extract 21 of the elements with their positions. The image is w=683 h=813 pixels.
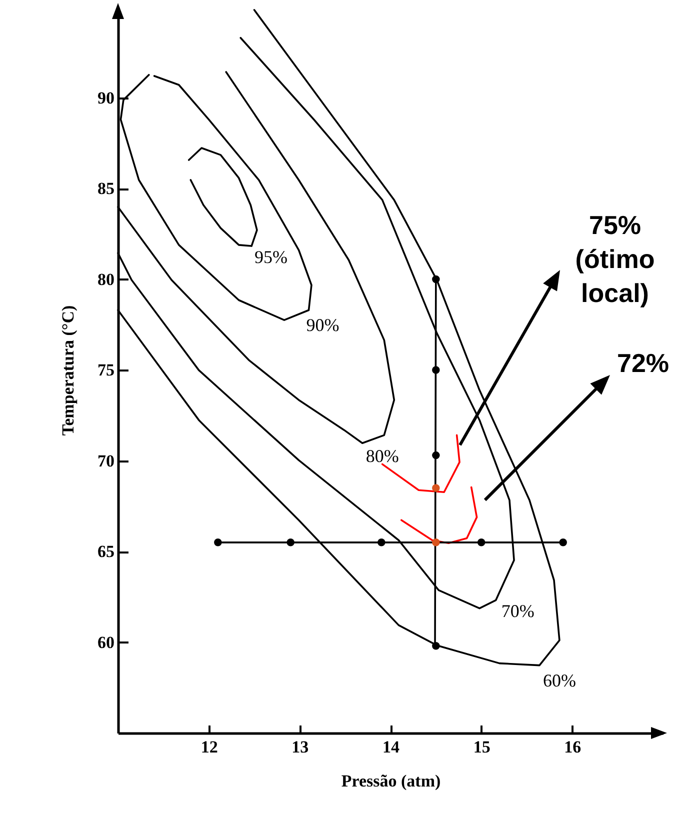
- y-tick-label: 90: [98, 88, 114, 108]
- series-label: 80%: [366, 446, 399, 466]
- y-tick-label: 75: [98, 360, 114, 380]
- y-tick-label: 60: [98, 632, 114, 652]
- series-label: 60%: [542, 670, 576, 690]
- x-tick-label: 13: [292, 738, 309, 756]
- x-tick-label: 16: [564, 738, 582, 756]
- annotation: 75% (ótimo local): [575, 210, 655, 308]
- x-axis-title: Pressão (atm): [341, 772, 441, 790]
- y-tick-label: 85: [98, 179, 114, 198]
- y-axis-title: Temperatura (°C): [58, 305, 78, 436]
- series-label: 90%: [306, 315, 340, 336]
- y-tick-label: 65: [98, 542, 114, 561]
- x-tick-label: 12: [200, 738, 218, 756]
- y-tick-label: 70: [98, 451, 114, 470]
- x-tick-label: 14: [382, 738, 400, 756]
- annotation: 72%: [616, 348, 670, 378]
- series-label: 70%: [501, 601, 534, 622]
- y-tick-label: 80: [98, 270, 114, 289]
- series-label: 95%: [254, 247, 288, 268]
- x-tick-label: 15: [473, 738, 490, 756]
